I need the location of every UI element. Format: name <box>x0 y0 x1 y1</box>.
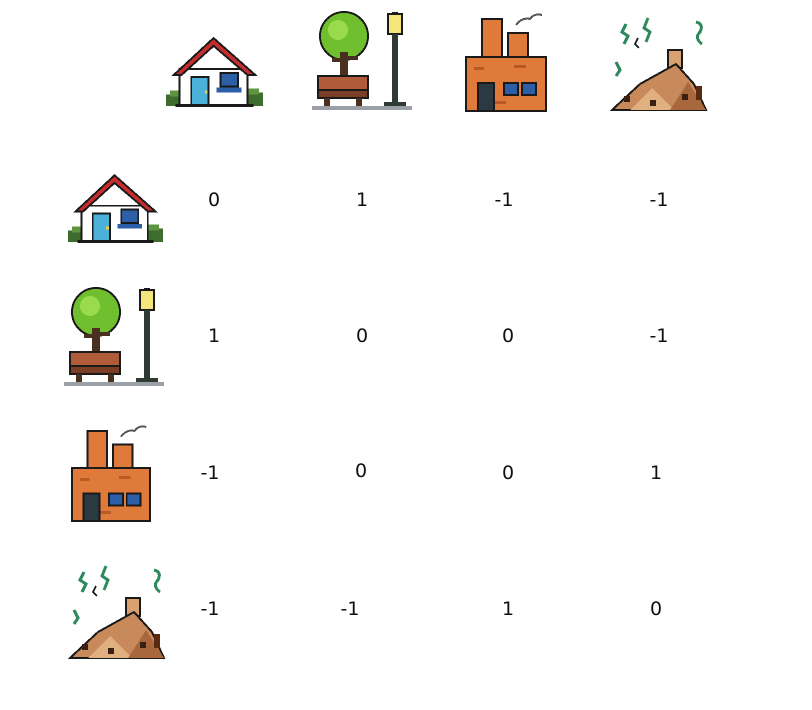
matrix-cell-r2-c2: 0 <box>355 325 369 347</box>
matrix-cell-r4-c2: -1 <box>340 598 360 620</box>
matrix-cell-r1-c3: -1 <box>494 189 514 211</box>
matrix-cell-r2-c1: 1 <box>207 325 221 347</box>
matrix-cell-r3-c1: -1 <box>200 462 220 484</box>
matrix-cell-r3-c2: 0 <box>354 460 368 482</box>
row-header-factory-icon <box>70 422 160 523</box>
column-header-park-icon <box>312 10 412 112</box>
row-header-house-icon <box>68 170 163 249</box>
column-header-factory-icon <box>464 11 556 112</box>
row-header-landfill-icon <box>68 562 166 660</box>
matrix-cell-r1-c2: 1 <box>355 189 369 211</box>
matrix-cell-r2-c3: 0 <box>501 325 515 347</box>
matrix-cell-r3-c3: 0 <box>501 462 515 484</box>
matrix-cell-r4-c1: -1 <box>200 598 220 620</box>
row-header-park-icon <box>64 286 164 388</box>
column-header-landfill-icon <box>610 14 708 112</box>
matrix-cell-r1-c4: -1 <box>649 189 669 211</box>
matrix-cell-r4-c4: 0 <box>649 598 663 620</box>
matrix-cell-r3-c4: 1 <box>649 462 663 484</box>
column-header-house-icon <box>166 34 263 112</box>
matrix-cell-r2-c4: -1 <box>649 325 669 347</box>
matrix-cell-r1-c1: 0 <box>207 189 221 211</box>
matrix-cell-r4-c3: 1 <box>501 598 515 620</box>
